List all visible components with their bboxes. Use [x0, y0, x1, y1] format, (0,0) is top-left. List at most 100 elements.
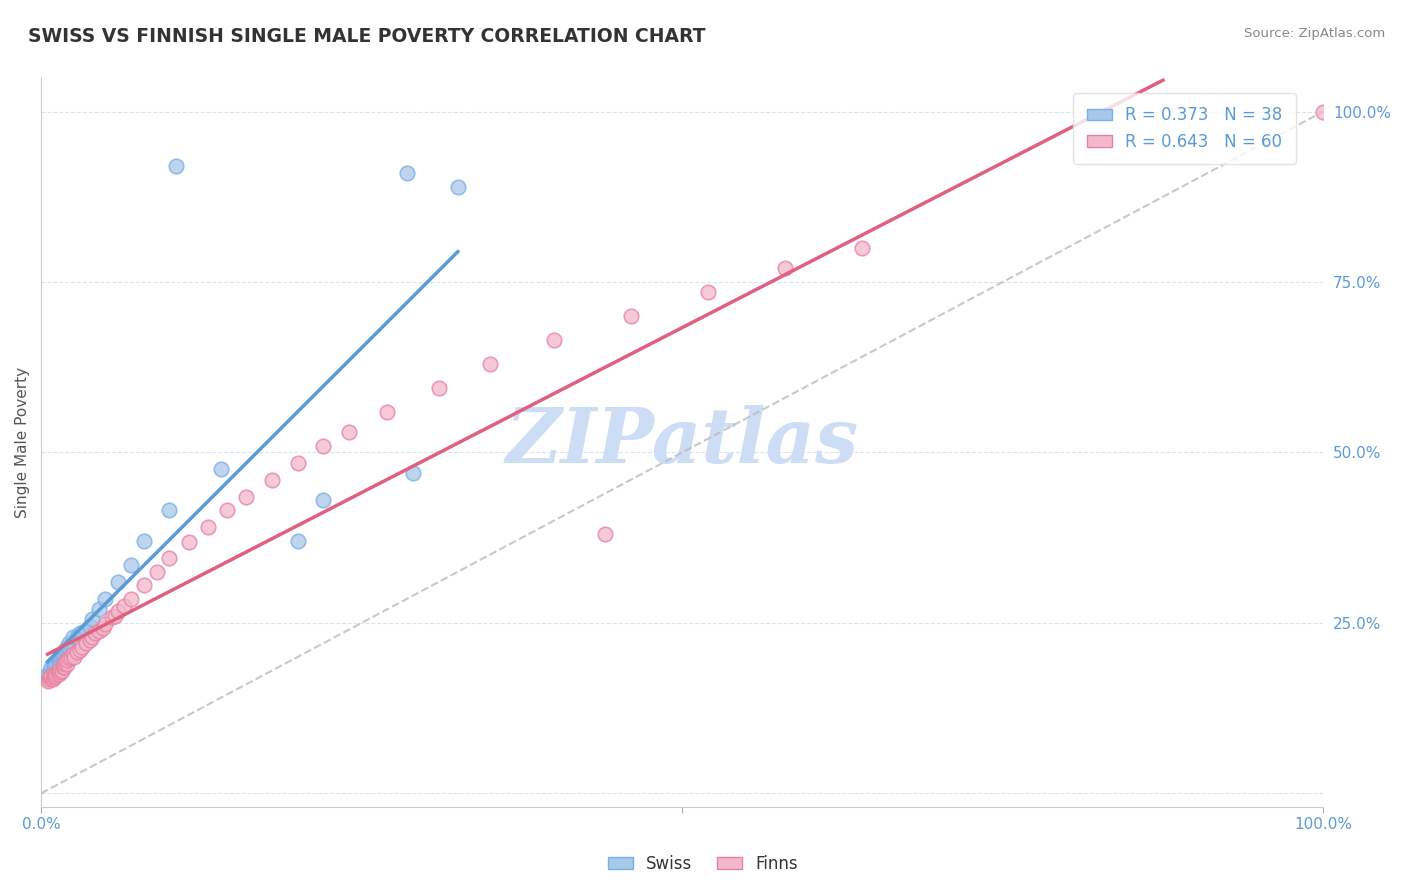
Point [395, 166, 418, 180]
Point [53, 653, 76, 667]
Y-axis label: Single Male Poverty: Single Male Poverty [15, 367, 30, 517]
Point [87, 624, 110, 638]
Point [427, 381, 450, 395]
Text: SWISS VS FINNISH SINGLE MALE POVERTY CORRELATION CHART: SWISS VS FINNISH SINGLE MALE POVERTY COR… [28, 27, 706, 45]
Point [44, 669, 66, 683]
Point [84, 626, 107, 640]
Point [851, 241, 873, 255]
Point [49, 665, 72, 679]
Point [209, 462, 232, 476]
Point [543, 333, 565, 347]
Point [46, 653, 69, 667]
Point [145, 565, 167, 579]
Point [41, 660, 63, 674]
Point [107, 574, 129, 589]
Point [82, 630, 104, 644]
Point [75, 623, 97, 637]
Point [55, 643, 77, 657]
Point [45, 657, 67, 671]
Point [49, 650, 72, 665]
Point [157, 503, 180, 517]
Point [62, 647, 84, 661]
Point [42, 660, 65, 674]
Point [55, 640, 77, 654]
Point [114, 599, 136, 613]
Point [94, 617, 117, 632]
Point [37, 673, 59, 688]
Point [132, 534, 155, 549]
Point [62, 630, 84, 644]
Point [53, 657, 76, 671]
Point [69, 626, 91, 640]
Point [52, 660, 75, 674]
Point [79, 619, 101, 633]
Point [260, 473, 283, 487]
Point [79, 632, 101, 647]
Point [53, 647, 76, 661]
Point [215, 503, 238, 517]
Point [55, 653, 77, 667]
Point [62, 636, 84, 650]
Point [1312, 104, 1334, 119]
Point [55, 656, 77, 670]
Point [48, 667, 70, 681]
Point [447, 179, 470, 194]
Point [287, 534, 309, 549]
Point [41, 669, 63, 683]
Point [58, 640, 80, 654]
Point [52, 650, 75, 665]
Point [82, 612, 104, 626]
Point [42, 657, 65, 671]
Point [478, 357, 501, 371]
Point [287, 456, 309, 470]
Point [104, 609, 127, 624]
Point [46, 665, 69, 679]
Point [42, 670, 65, 684]
Point [66, 644, 89, 658]
Point [235, 490, 257, 504]
Legend: R = 0.373   N = 38, R = 0.643   N = 60: R = 0.373 N = 38, R = 0.643 N = 60 [1073, 93, 1296, 164]
Point [132, 578, 155, 592]
Point [107, 604, 129, 618]
Point [48, 657, 70, 671]
Point [58, 651, 80, 665]
Point [55, 657, 77, 671]
Text: ZIPatlas: ZIPatlas [506, 405, 859, 479]
Legend: Swiss, Finns: Swiss, Finns [600, 848, 806, 880]
Point [773, 261, 796, 276]
Point [197, 520, 219, 534]
Point [39, 670, 62, 684]
Text: Source: ZipAtlas.com: Source: ZipAtlas.com [1244, 27, 1385, 40]
Point [375, 404, 398, 418]
Point [41, 672, 63, 686]
Point [38, 672, 60, 686]
Point [157, 551, 180, 566]
Point [59, 650, 82, 665]
Point [37, 667, 59, 681]
Point [593, 527, 616, 541]
Point [49, 653, 72, 667]
Point [45, 667, 67, 681]
Point [337, 425, 360, 439]
Point [91, 621, 114, 635]
Point [53, 660, 76, 674]
Point [55, 650, 77, 665]
Point [69, 643, 91, 657]
Point [120, 558, 142, 572]
Point [66, 630, 89, 644]
Point [120, 592, 142, 607]
Point [94, 592, 117, 607]
Point [75, 636, 97, 650]
Point [51, 664, 73, 678]
Point [177, 535, 200, 549]
Point [42, 667, 65, 681]
Point [58, 636, 80, 650]
Point [620, 309, 643, 323]
Point [165, 159, 187, 173]
Point [39, 664, 62, 678]
Point [70, 626, 93, 640]
Point [42, 664, 65, 678]
Point [70, 640, 93, 654]
Point [49, 662, 72, 676]
Point [696, 285, 718, 300]
